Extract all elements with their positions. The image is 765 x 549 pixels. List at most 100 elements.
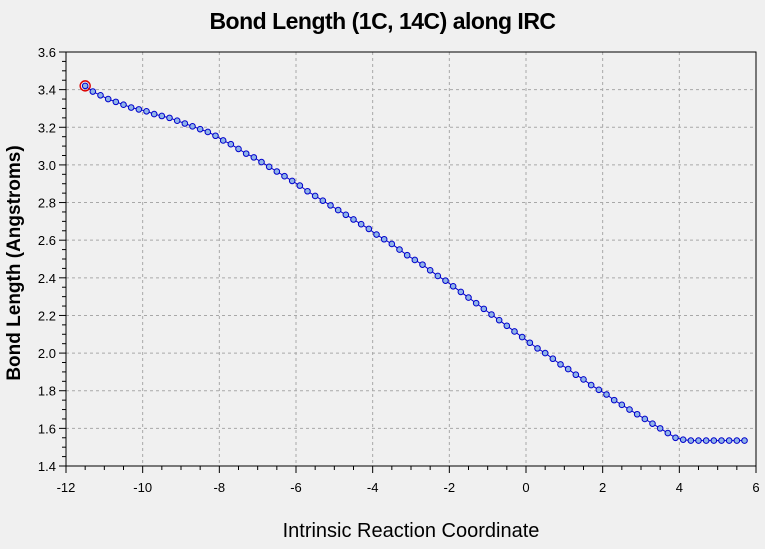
y-tick-label: 3.2 (38, 120, 56, 135)
y-tick-label: 3.6 (38, 45, 56, 60)
data-point (319, 197, 327, 204)
data-point (526, 339, 534, 347)
data-point (549, 355, 557, 363)
x-tick-label: 2 (599, 480, 606, 495)
data-point (81, 82, 89, 90)
data-point (633, 410, 641, 418)
data-point (166, 114, 173, 122)
data-point (273, 168, 281, 175)
data-point (442, 277, 449, 284)
data-point (587, 381, 595, 389)
y-tick-label: 2.0 (38, 346, 56, 361)
data-point (626, 406, 633, 413)
data-point (127, 104, 135, 111)
x-tick-label: 0 (522, 480, 529, 495)
data-point (357, 220, 365, 228)
data-point (158, 112, 166, 120)
data-point (227, 140, 235, 148)
axis-ticks: -12 -10 -8 -6 -4 -2 0 2 4 6 1.4 1.6 1.8 2.0 2.2 2.4 2.6 2… (38, 45, 760, 495)
data-point (350, 216, 357, 223)
data-point (472, 299, 480, 307)
y-tick-label: 2.2 (38, 308, 56, 323)
x-tick-label: -4 (367, 480, 379, 495)
data-point (380, 235, 388, 243)
data-point (580, 376, 587, 383)
y-axis-title: Bond Length (Angstroms) (4, 145, 25, 380)
y-tick-label: 1.8 (38, 384, 56, 399)
data-point (695, 437, 702, 444)
data-point (365, 225, 373, 233)
data-point (334, 206, 342, 214)
data-point (388, 240, 396, 248)
data-point (618, 401, 626, 409)
data-point (296, 182, 304, 189)
x-tick-label: -6 (290, 480, 302, 495)
data-point (143, 107, 150, 115)
data-point (603, 391, 610, 398)
data-point (572, 371, 580, 379)
data-point (196, 125, 204, 133)
data-point (718, 437, 725, 444)
data-point (480, 305, 488, 313)
data-point (89, 88, 97, 95)
data-point (457, 288, 465, 296)
x-tick-label: -12 (57, 480, 76, 495)
data-point (173, 117, 181, 124)
data-point (518, 333, 526, 341)
data-point (212, 132, 219, 140)
data-point (733, 437, 741, 444)
data-point (449, 282, 457, 290)
y-tick-label: 2.4 (38, 271, 56, 286)
y-tick-label: 2.6 (38, 233, 56, 248)
data-point (396, 246, 403, 253)
x-tick-label: -10 (133, 480, 152, 495)
data-point (557, 361, 564, 368)
data-point (649, 420, 656, 427)
data-point (710, 437, 718, 444)
x-tick-label: 4 (676, 480, 683, 495)
grid (65, 51, 757, 467)
data-point (725, 437, 733, 444)
data-point (595, 386, 603, 394)
data-point (97, 91, 104, 99)
data-point (741, 437, 748, 444)
x-tick-label: 6 (752, 480, 759, 495)
plot-area-frame (65, 51, 757, 467)
data-point (235, 145, 242, 153)
data-point (534, 345, 541, 352)
data-point (135, 106, 143, 113)
data-point (288, 177, 296, 185)
data-point (434, 272, 442, 280)
data-point (641, 415, 649, 423)
data-point (104, 95, 112, 103)
data-point (488, 311, 495, 318)
data-point (702, 437, 710, 444)
data-point (242, 150, 250, 157)
data-point (465, 294, 472, 301)
data-point (511, 328, 518, 335)
data-point (258, 158, 265, 166)
data-point (120, 101, 127, 108)
y-tick-label: 1.4 (38, 459, 56, 474)
data-point (112, 98, 120, 106)
data-point (342, 211, 350, 219)
data-point (687, 437, 695, 444)
chart-title: Bond Length (1C, 14C) along IRC (209, 8, 556, 34)
data-point (327, 202, 334, 209)
data-point (541, 349, 549, 357)
data-point (281, 172, 288, 180)
data-point (426, 266, 434, 274)
data-point (250, 154, 258, 161)
data-point (304, 187, 311, 195)
data-point (672, 434, 679, 442)
data-point (564, 365, 572, 373)
x-tick-label: -2 (444, 480, 456, 495)
data-point (495, 316, 503, 324)
data-point (403, 251, 411, 259)
data-point (411, 256, 419, 264)
y-tick-label: 3.4 (38, 83, 56, 98)
x-tick-label: -8 (214, 480, 226, 495)
data-markers (79, 80, 748, 444)
